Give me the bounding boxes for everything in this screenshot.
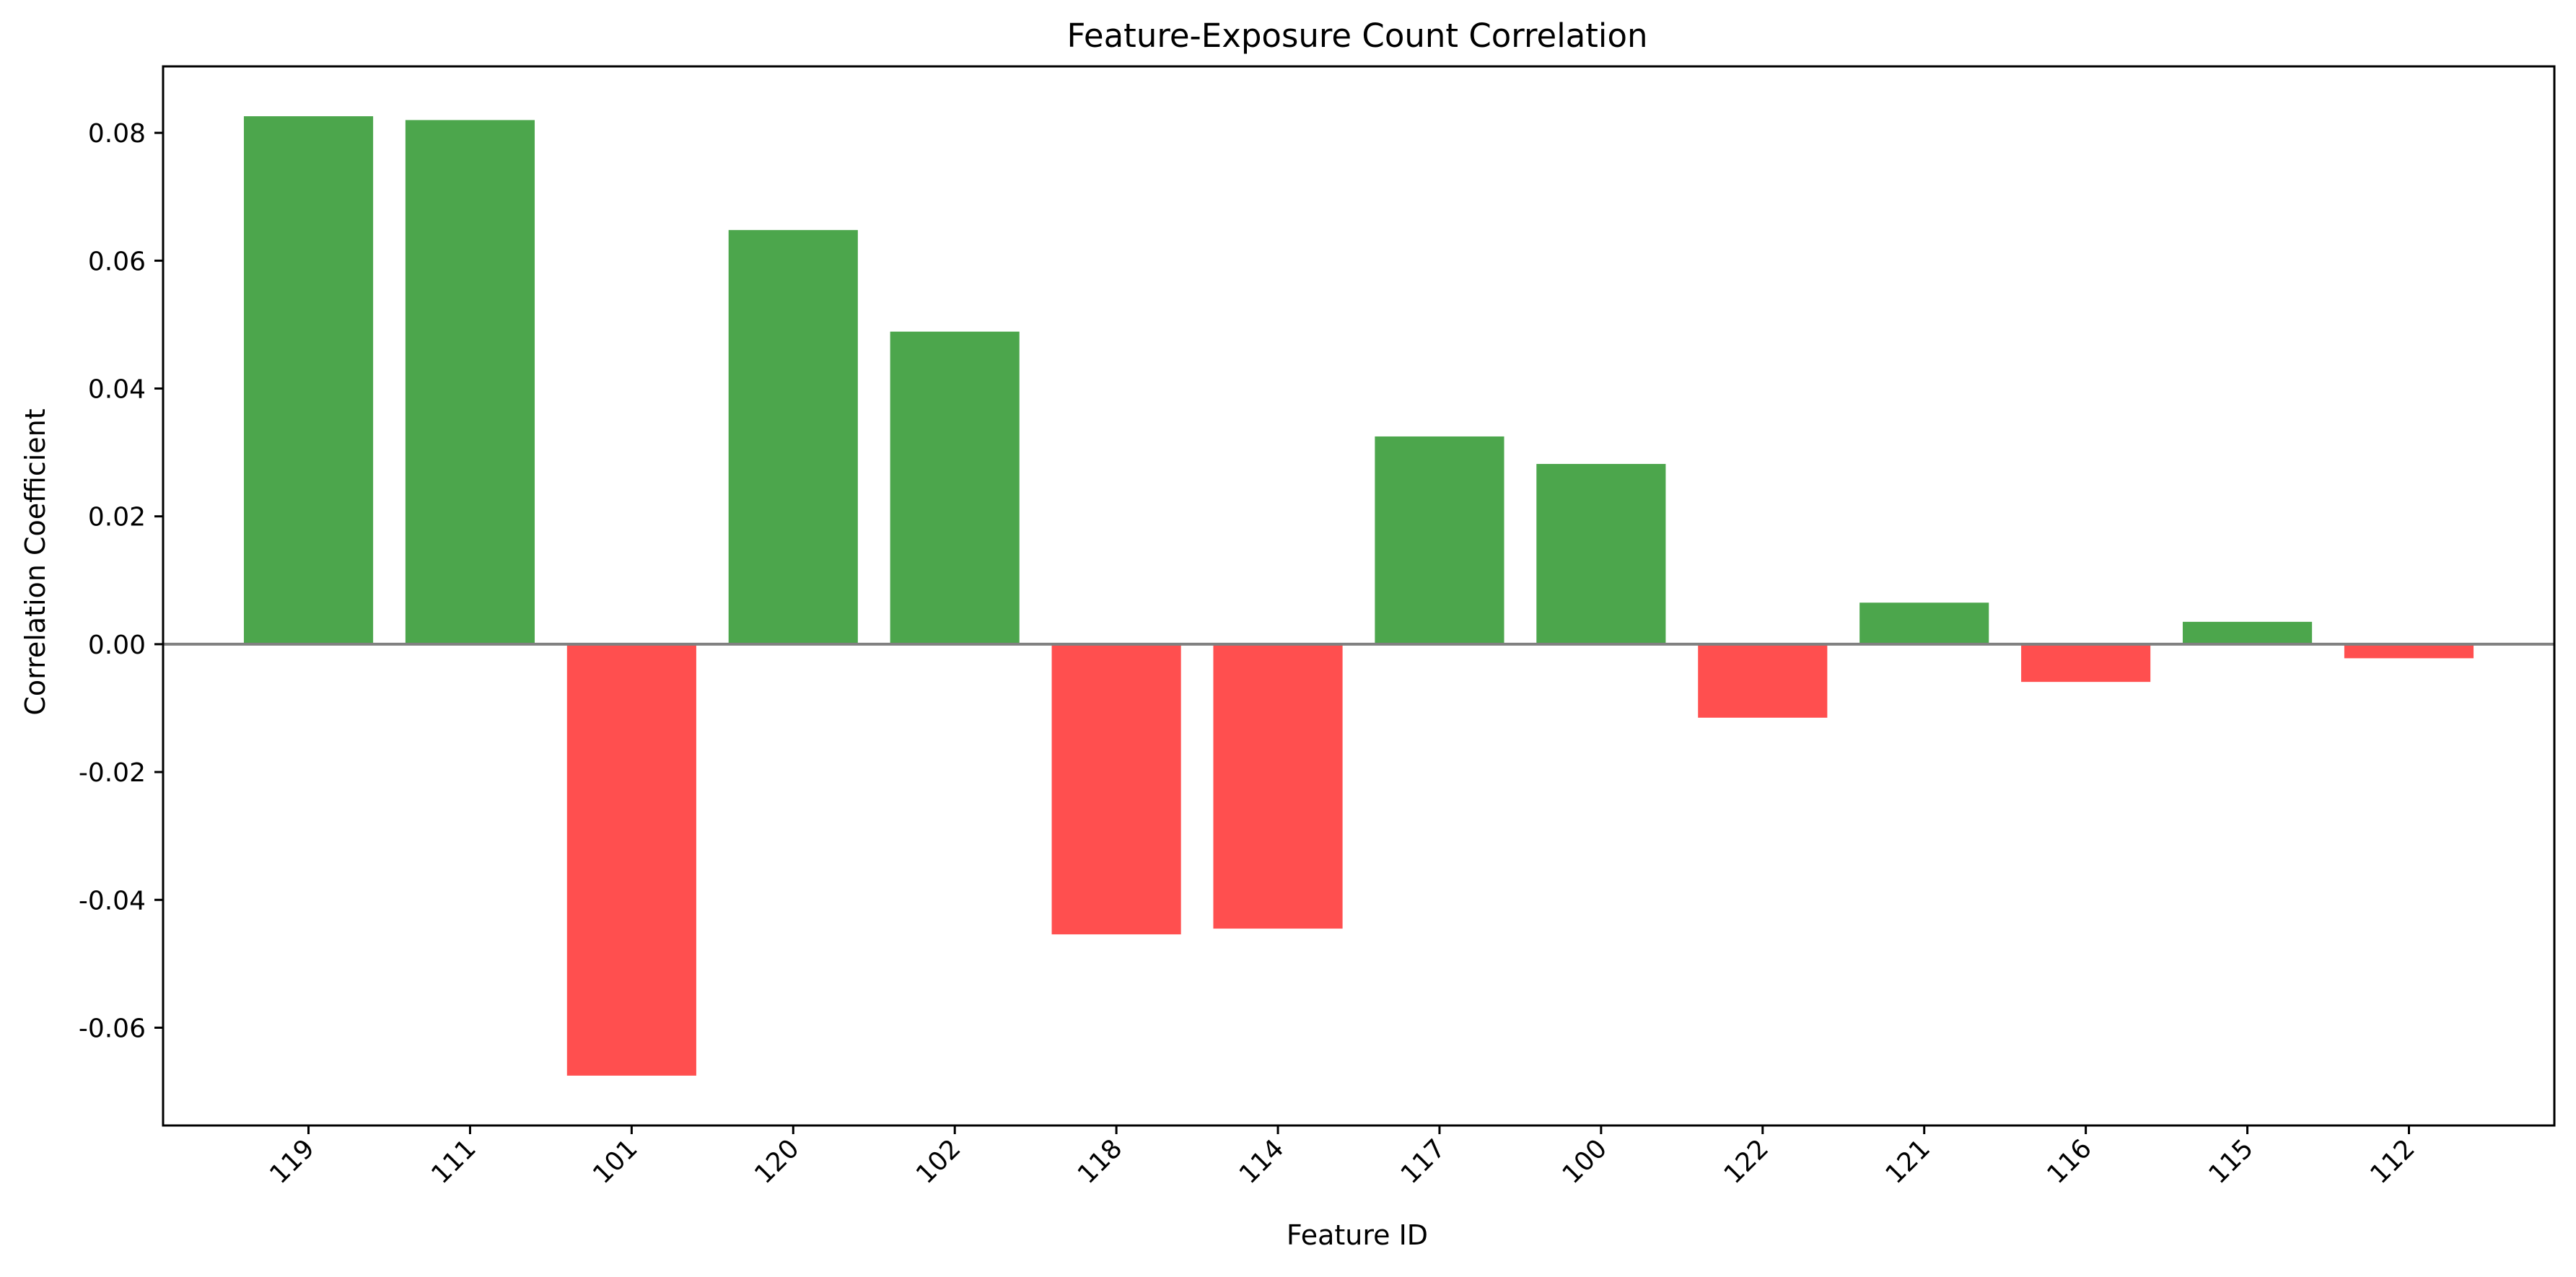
bar-116	[2021, 644, 2151, 683]
bar-121	[1859, 602, 1989, 644]
x-tick-label: 117	[1396, 1133, 1452, 1190]
x-tick-label: 100	[1557, 1133, 1613, 1190]
plot-frame	[162, 65, 2556, 1127]
bar-115	[2182, 621, 2313, 644]
y-tick-label: -0.04	[79, 886, 146, 916]
x-tick-label: 114	[1234, 1133, 1290, 1190]
y-axis-ticks: -0.06 -0.04 -0.02 0.00 0.02 0.04 0.06 0.08	[79, 119, 163, 1043]
bar-111	[405, 120, 535, 644]
bar-101	[566, 644, 696, 1076]
bar-120	[728, 229, 858, 644]
bar-117	[1375, 436, 1504, 644]
x-tick-label: 120	[749, 1133, 805, 1190]
y-tick-label: 0.00	[88, 631, 146, 660]
x-tick-label: 111	[426, 1133, 482, 1190]
y-tick-label: 0.02	[88, 503, 146, 532]
x-tick-label: 119	[264, 1133, 320, 1190]
x-tick-label: 115	[2203, 1133, 2259, 1190]
bar-119	[243, 116, 374, 644]
y-tick-label: 0.06	[88, 247, 146, 276]
y-tick-label: -0.06	[79, 1014, 146, 1043]
x-axis-label: Feature ID	[1287, 1219, 1428, 1251]
chart-title: Feature-Exposure Count Correlation	[1067, 17, 1648, 55]
x-tick-label: 101	[587, 1133, 644, 1190]
x-tick-label: 102	[911, 1133, 967, 1190]
x-tick-label: 122	[1719, 1133, 1775, 1190]
y-tick-label: 0.08	[88, 119, 146, 149]
x-tick-label: 116	[2041, 1133, 2098, 1190]
x-tick-label: 118	[1072, 1133, 1129, 1190]
y-tick-label: -0.02	[79, 758, 146, 788]
bar-102	[890, 331, 1020, 644]
bar-112	[2344, 644, 2474, 659]
y-axis-label: Correlation Coefficient	[19, 408, 51, 715]
bar-118	[1051, 644, 1181, 935]
y-tick-label: 0.04	[88, 375, 146, 405]
x-axis-ticks: 119 111 101 120 102 118 114 117 100 122 121 116 115 1…	[264, 1125, 2421, 1190]
x-tick-label: 112	[2365, 1133, 2421, 1190]
bars-group	[243, 116, 2474, 1076]
bar-114	[1213, 644, 1343, 929]
bar-122	[1698, 644, 1828, 718]
bar-100	[1536, 464, 1666, 644]
x-tick-label: 121	[1880, 1133, 1936, 1190]
